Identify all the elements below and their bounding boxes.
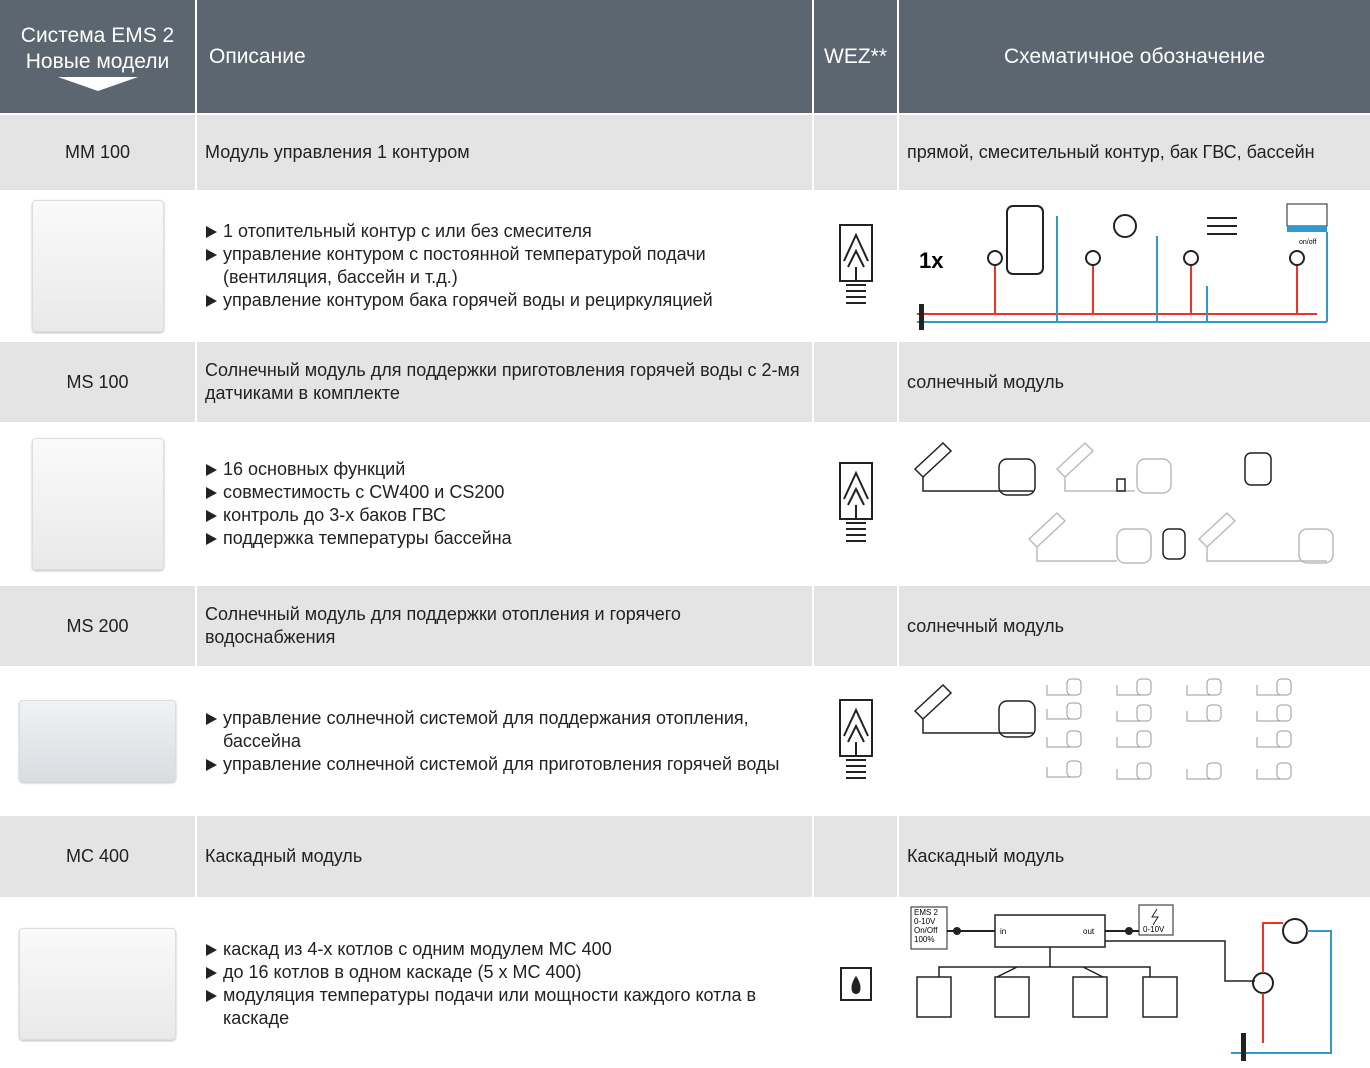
diagram-label: 0-10V — [1143, 925, 1165, 934]
header-text: Новые модели — [25, 49, 170, 73]
device-cell — [0, 668, 195, 814]
wez — [814, 816, 897, 897]
wez — [814, 342, 897, 422]
feature: совместимость с CW400 и CS200 — [205, 481, 512, 504]
description: Солнечный модуль для поддержки приготовл… — [197, 342, 812, 422]
diagram: 1x on/off — [917, 203, 1328, 330]
features: каскад из 4-х котлов с одним модулем MC … — [197, 899, 812, 1068]
diagram-label: EMS 2 — [914, 908, 939, 917]
wez-symbol — [838, 699, 873, 779]
diagram-cell: 1x on/off — [899, 192, 1370, 340]
device-image — [31, 200, 164, 332]
feature: управление солнечной системой для пригот… — [205, 753, 804, 776]
diagram-label: 1x — [919, 248, 944, 273]
diagram — [913, 678, 1292, 780]
wez-icon — [814, 668, 897, 814]
model: MS 100 — [0, 342, 195, 422]
feature-list: каскад из 4-х котлов с одним модулем MC … — [205, 938, 804, 1030]
device-image — [19, 927, 176, 1040]
features: 1 отопительный контур с или без смесител… — [197, 192, 812, 340]
header-text: Система EMS 2 — [20, 23, 175, 47]
diagram-label: in — [1000, 927, 1006, 936]
feature: до 16 котлов в одном каскаде (5 x MC 400… — [205, 961, 804, 984]
diagram-label: out — [1083, 927, 1095, 936]
wez-symbol — [838, 462, 873, 542]
diagram-label: On/Off — [914, 926, 938, 935]
model: MM 100 — [0, 115, 195, 190]
header-cell: Схематичное обозначение — [899, 0, 1370, 113]
features: 16 основных функций совместимость с CW40… — [197, 424, 812, 584]
schematic: Каскадный модуль — [899, 816, 1370, 897]
feature: управление контуром с постоянной темпера… — [205, 243, 804, 289]
feature-list: 1 отопительный контур с или без смесител… — [205, 220, 804, 312]
wez-icon — [814, 899, 897, 1068]
feature: управление солнечной системой для поддер… — [205, 707, 804, 753]
description: Модуль управления 1 контуром — [197, 115, 812, 190]
device-cell — [0, 192, 195, 340]
feature: поддержка температуры бассейна — [205, 527, 512, 550]
wez-icon — [814, 424, 897, 584]
diagram-cell: EMS 2 0-10V On/Off 100% in out 0-10V — [899, 899, 1370, 1068]
model: MS 200 — [0, 586, 195, 666]
device-image — [19, 700, 176, 782]
wez-symbol — [838, 224, 873, 304]
schematic: прямой, смесительный контур, бак ГВС, ба… — [899, 115, 1370, 190]
diagram-cell — [899, 424, 1370, 584]
feature: каскад из 4-х котлов с одним модулем MC … — [205, 938, 804, 961]
model: MC 400 — [0, 816, 195, 897]
device-cell — [0, 899, 195, 1068]
arrow — [57, 76, 138, 91]
diagram — [913, 441, 1334, 564]
diagram-label: on/off — [1299, 239, 1316, 246]
schematic: солнечный модуль — [899, 586, 1370, 666]
wez — [814, 586, 897, 666]
feature: 1 отопительный контур с или без смесител… — [205, 220, 804, 243]
header-cell: WEZ** — [814, 0, 897, 113]
schematic: солнечный модуль — [899, 342, 1370, 422]
diagram-label: 100% — [914, 935, 934, 944]
device-cell — [0, 424, 195, 584]
diagram-label: 0-10V — [914, 917, 936, 926]
device-image — [31, 438, 164, 570]
feature-list: 16 основных функций совместимость с CW40… — [205, 458, 512, 550]
feature: контроль до 3-х баков ГВС — [205, 504, 512, 527]
header-cell: Система EMS 2 Новые модели — [0, 0, 195, 113]
feature: модуляция температуры подачи или мощност… — [205, 984, 804, 1030]
wez-icon — [814, 192, 897, 340]
feature: 16 основных функций — [205, 458, 512, 481]
diagram-cell — [899, 668, 1370, 814]
description: Каскадный модуль — [197, 816, 812, 897]
feature: управление контуром бака горячей воды и … — [205, 289, 804, 312]
boiler-icon — [839, 966, 872, 1001]
header-cell: Описание — [197, 0, 812, 113]
features: управление солнечной системой для поддер… — [197, 668, 812, 814]
diagram: EMS 2 0-10V On/Off 100% in out 0-10V — [910, 904, 1332, 1061]
description: Солнечный модуль для поддержки отопления… — [197, 586, 812, 666]
wez — [814, 115, 897, 190]
feature-list: управление солнечной системой для поддер… — [205, 707, 804, 776]
